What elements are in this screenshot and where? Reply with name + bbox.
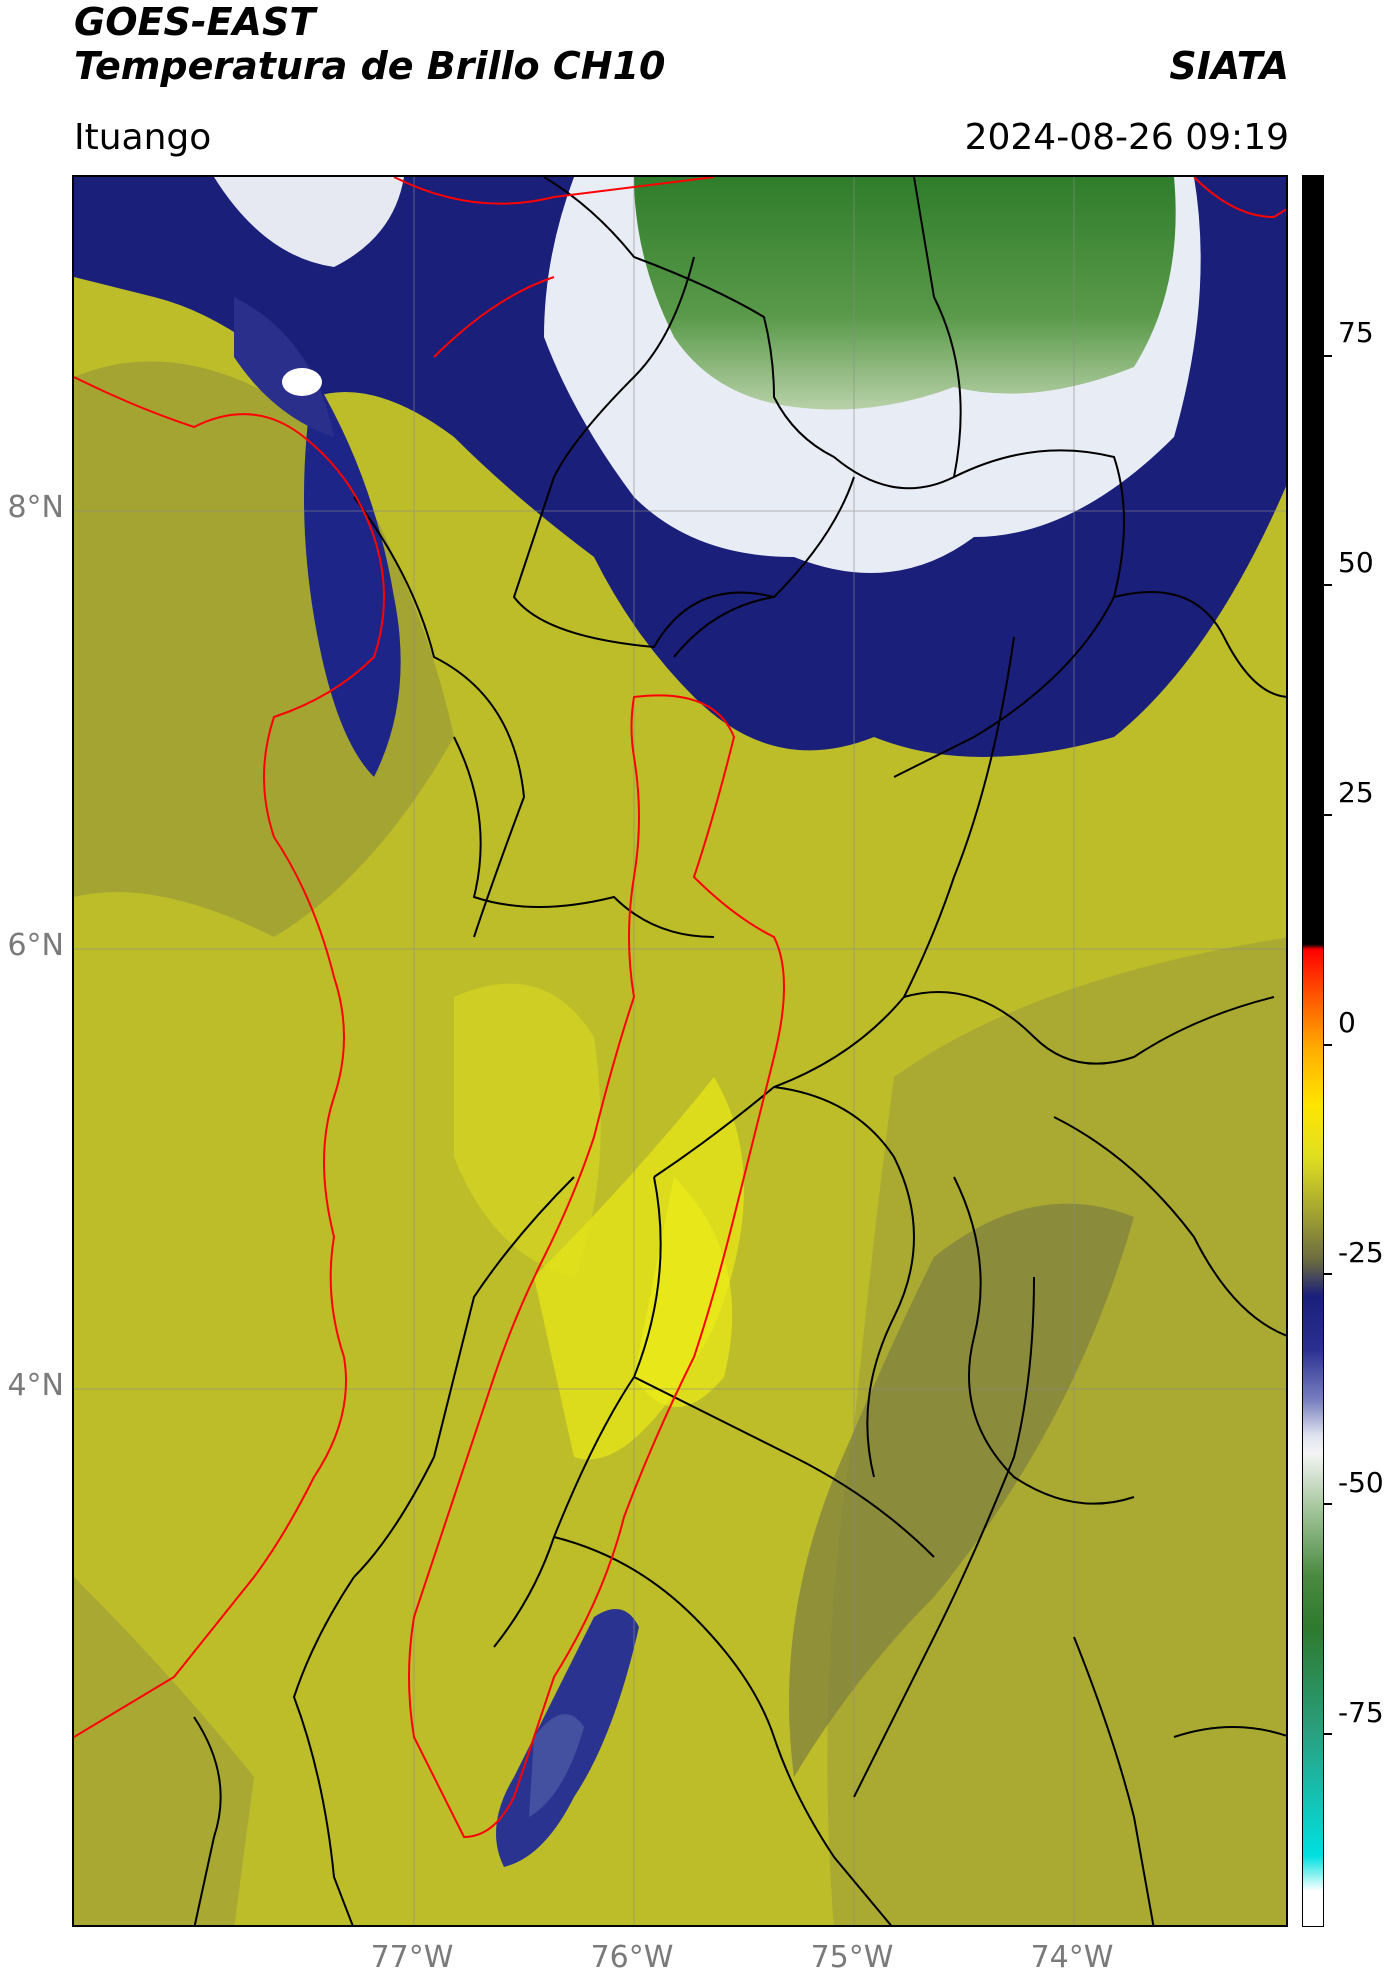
colorbar-tick-mark xyxy=(1324,1044,1332,1046)
location-label: Ituango xyxy=(74,117,212,158)
colorbar-tick-neg25: -25 xyxy=(1338,1236,1384,1269)
title-satellite: GOES-EAST xyxy=(74,0,316,44)
title-product: Temperatura de Brillo CH10 xyxy=(74,44,666,88)
colorbar-tick-25: 25 xyxy=(1338,776,1374,809)
colorbar-tick-mark xyxy=(1324,355,1332,357)
colorbar-tick-mark xyxy=(1324,1273,1332,1275)
lon-tick-77: 77°W xyxy=(370,1940,454,1975)
colorbar-tick-0: 0 xyxy=(1338,1006,1356,1039)
brand-label: SIATA xyxy=(1169,44,1289,88)
colorbar-tick-mark xyxy=(1324,1733,1332,1735)
colorbar-tick-neg75: -75 xyxy=(1338,1696,1384,1729)
colorbar-tick-75: 75 xyxy=(1338,316,1374,349)
lon-tick-76: 76°W xyxy=(590,1940,674,1975)
coast-and-basin-outline xyxy=(74,177,1286,1839)
lat-tick-8: 8°N xyxy=(7,490,64,525)
satellite-map xyxy=(72,175,1288,1927)
colorbar-tick-mark xyxy=(1324,814,1332,816)
colorbar xyxy=(1302,175,1324,1927)
lat-tick-4: 4°N xyxy=(7,1368,64,1403)
department-borders xyxy=(193,177,1286,1925)
lon-tick-74: 74°W xyxy=(1030,1940,1114,1975)
colorbar-tick-mark xyxy=(1324,584,1332,586)
datetime-label: 2024-08-26 09:19 xyxy=(964,117,1289,158)
lon-tick-75: 75°W xyxy=(810,1940,894,1975)
lat-tick-6: 6°N xyxy=(7,928,64,963)
colorbar-tick-50: 50 xyxy=(1338,546,1374,579)
colorbar-tick-mark xyxy=(1324,1503,1332,1505)
colorbar-tick-neg50: -50 xyxy=(1338,1466,1384,1499)
